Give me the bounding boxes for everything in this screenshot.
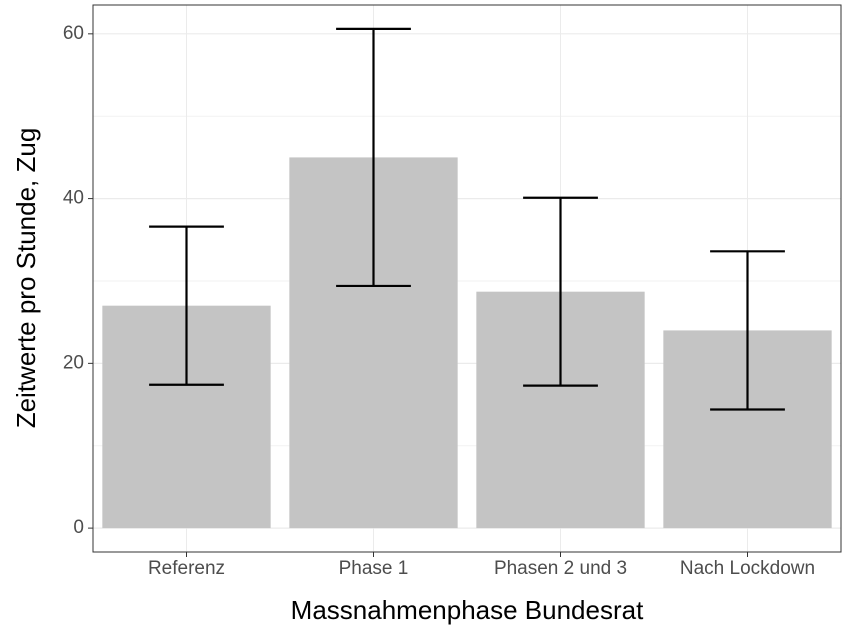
x-tick-label: Phase 1: [339, 558, 409, 579]
x-tick-label: Nach Lockdown: [680, 558, 815, 579]
x-tick-label: Referenz: [148, 558, 225, 579]
y-axis-title: Zeitwerte pro Stunde, Zug: [11, 128, 41, 429]
panel-border: [92, 4, 842, 553]
y-tick-label: 40: [63, 188, 84, 209]
x-tick-label: Phasen 2 und 3: [494, 558, 627, 579]
y-tick-label: 20: [63, 352, 84, 373]
x-axis-title: Massnahmenphase Bundesrat: [291, 595, 644, 625]
y-tick-label: 0: [73, 517, 84, 538]
y-tick-label: 60: [63, 23, 84, 44]
